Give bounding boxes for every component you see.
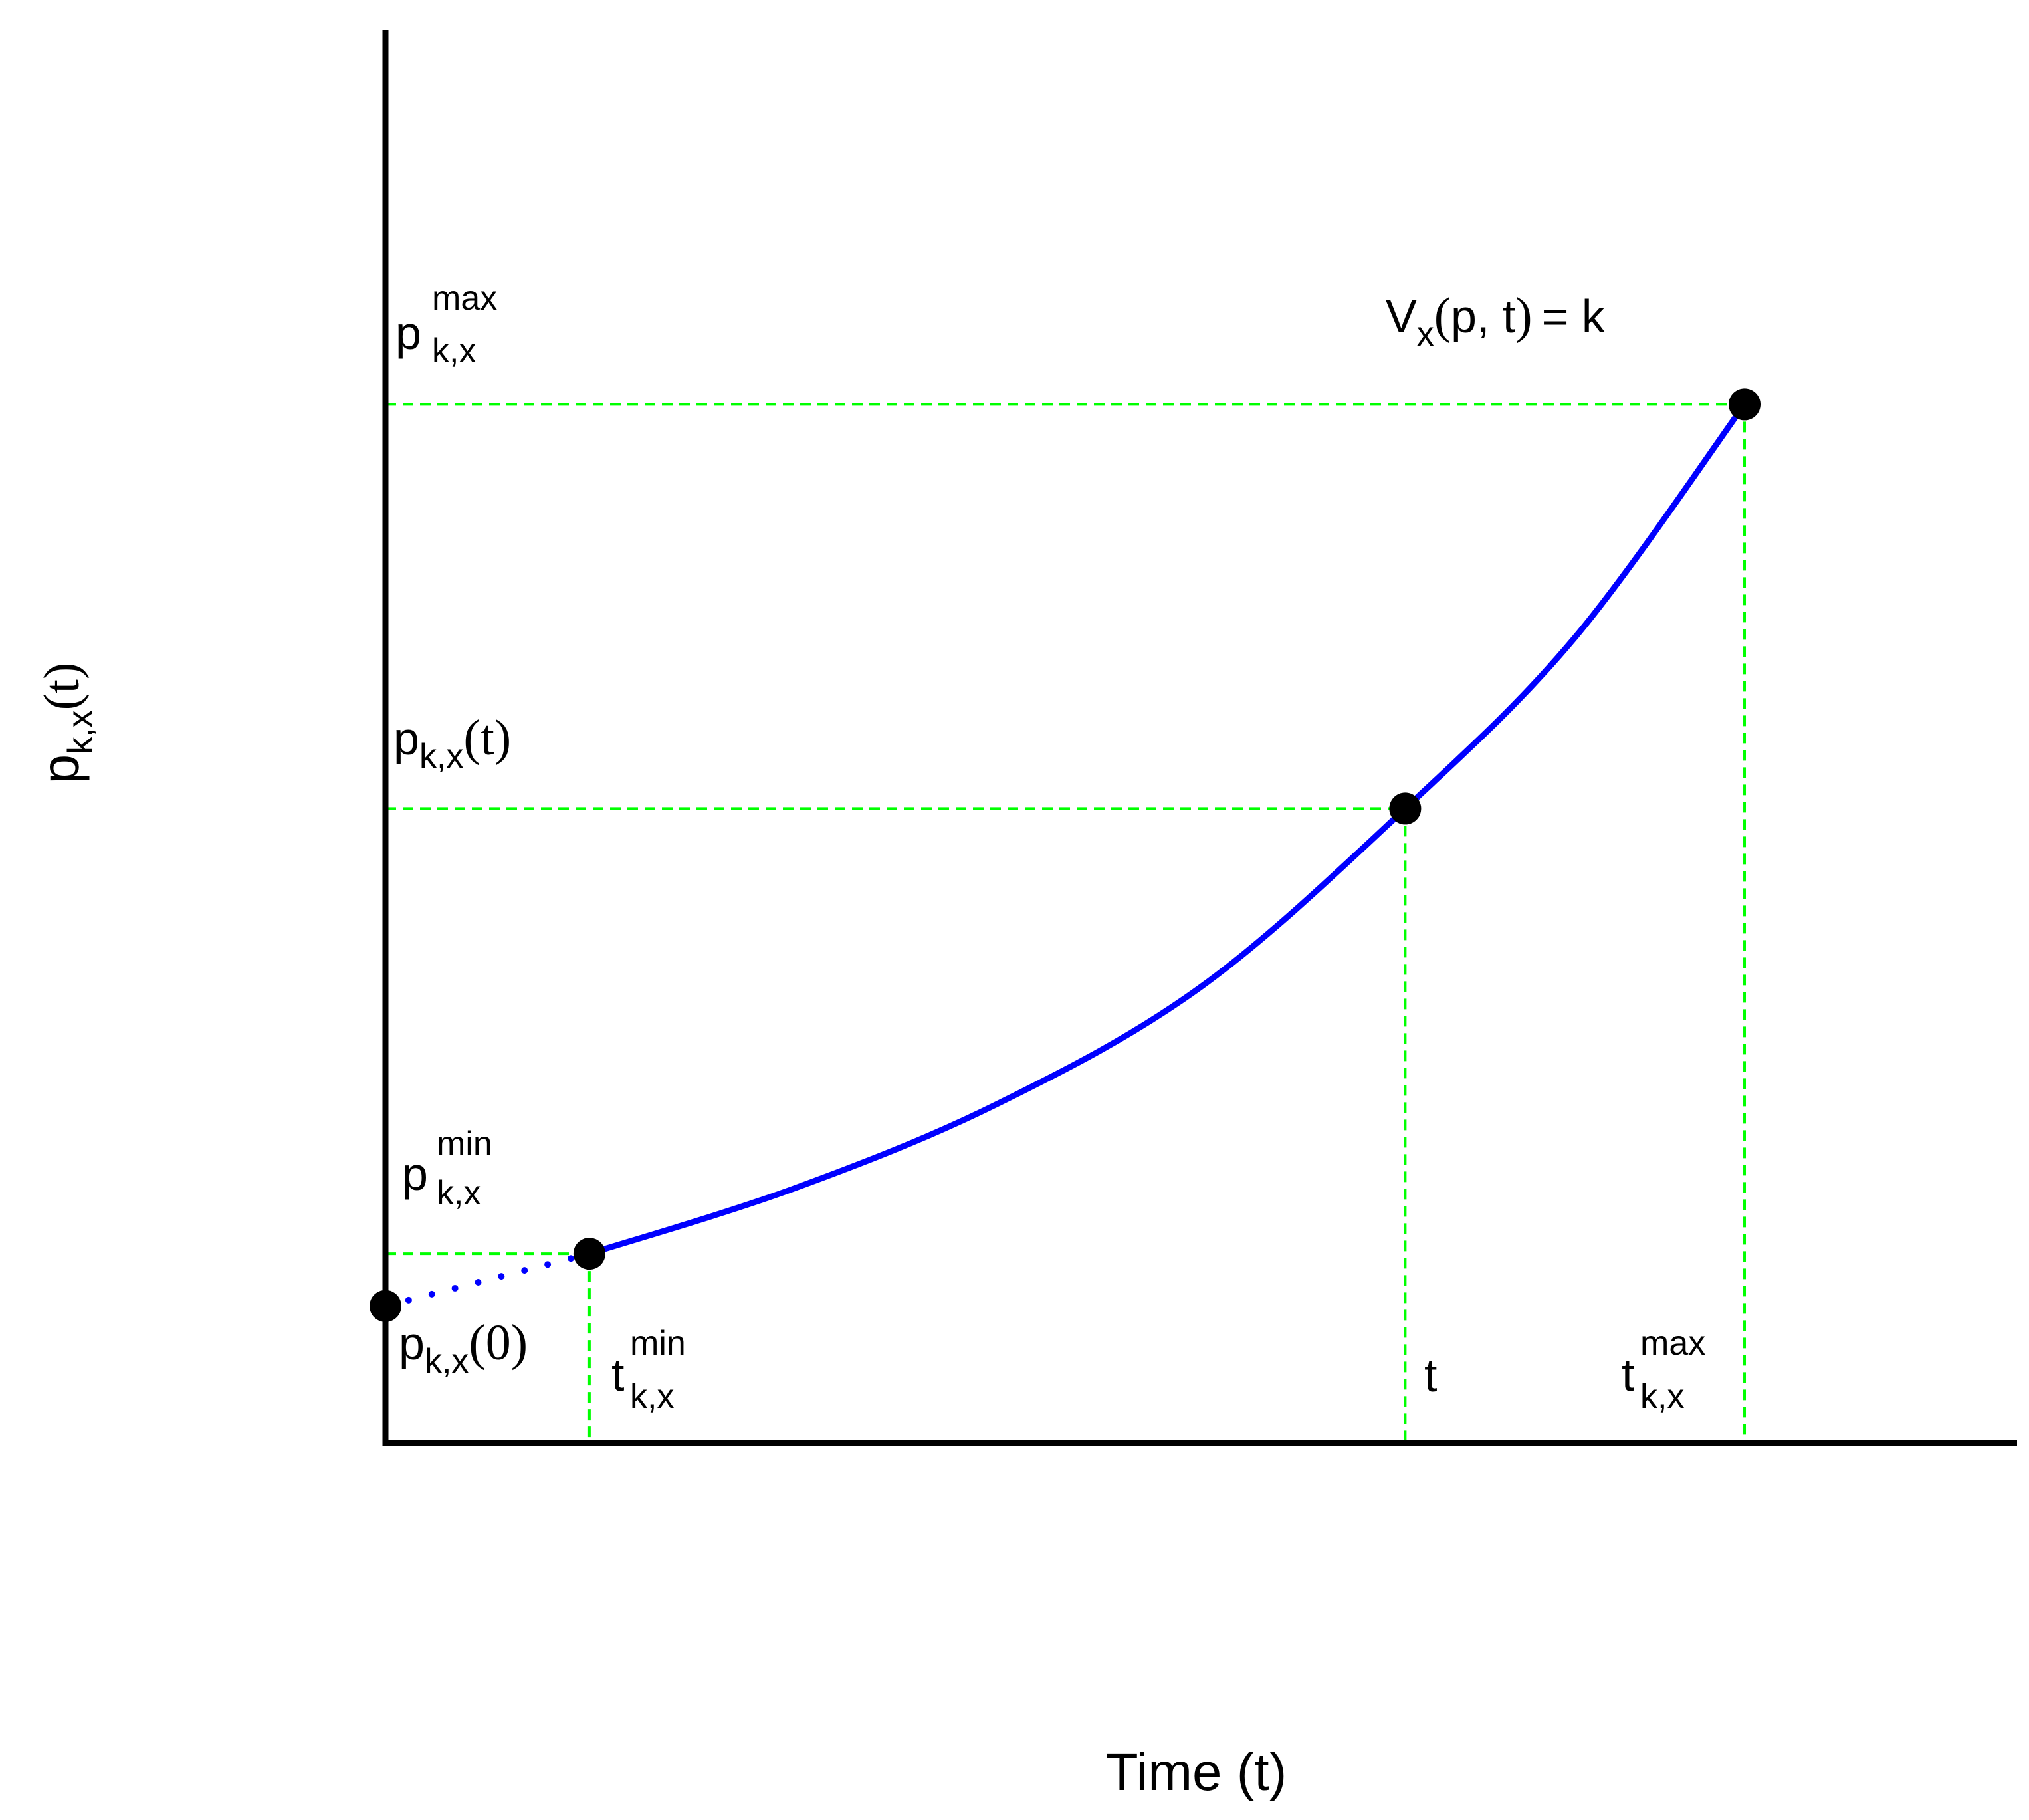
key-point-1 <box>573 1238 605 1270</box>
axes <box>382 30 2017 1446</box>
t-max-label: t k,x max <box>1622 1324 1705 1418</box>
curve-group <box>382 401 1748 1309</box>
t-label: t <box>1424 1349 1437 1401</box>
p-max-label: p k,x max <box>395 279 497 372</box>
p-min-label: p k,x min <box>402 1125 494 1214</box>
y-axis-title: pk,x(t) <box>31 663 100 784</box>
key-point-2 <box>1389 792 1422 825</box>
markers <box>370 388 1761 1322</box>
curve-label: Vx(p, t) = k <box>1386 288 1606 354</box>
price-curve-line <box>586 401 1748 1257</box>
x-axis-title: Time (t) <box>1106 1742 1287 1801</box>
guide-lines <box>385 403 1747 1443</box>
t-min-label: t k,x min <box>611 1324 687 1418</box>
key-point-3 <box>1729 388 1761 421</box>
p-0-label: pk,x(0) <box>399 1315 528 1381</box>
key-point-0 <box>370 1290 401 1322</box>
p-t-label: pk,x(t) <box>393 710 511 776</box>
dotted-extrapolation-line <box>382 1250 593 1309</box>
